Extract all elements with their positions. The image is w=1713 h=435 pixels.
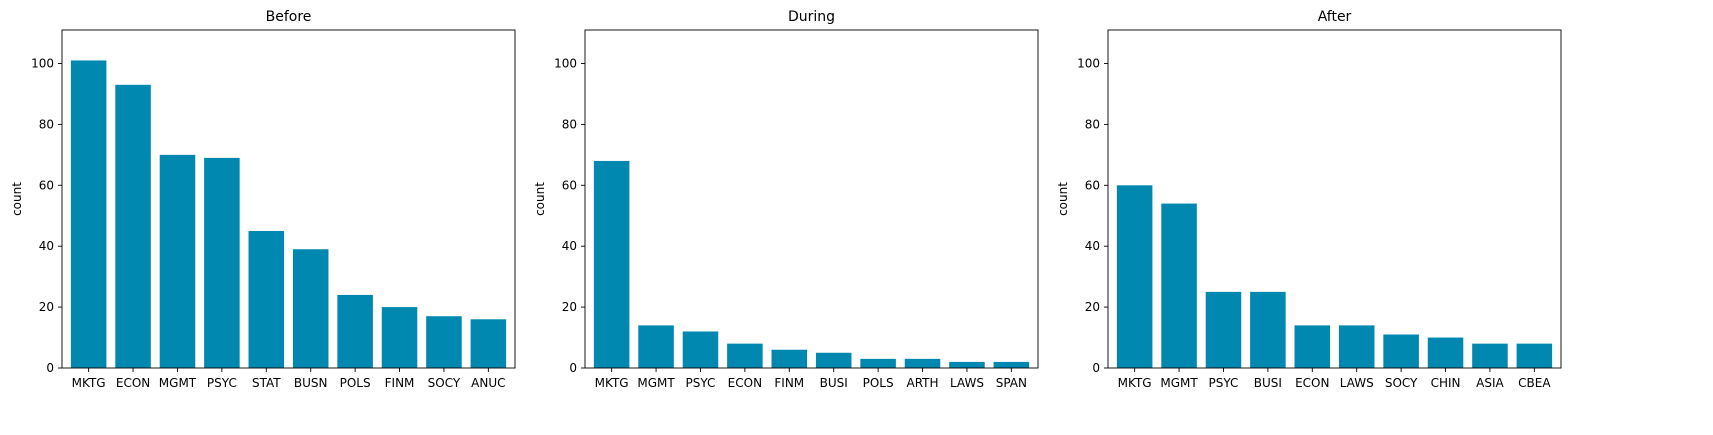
- after-xtick-label-socy: SOCY: [1385, 376, 1418, 390]
- after-ytick-label: 80: [1085, 117, 1100, 131]
- before-xtick-label-mktg: MKTG: [72, 376, 106, 390]
- before-xtick-label-socy: SOCY: [428, 376, 461, 390]
- before-xtick-label-finm: FINM: [385, 376, 415, 390]
- before-bar-pols: [337, 294, 373, 368]
- before-xtick-label-anuc: ANUC: [471, 376, 505, 390]
- before-bar-busn: [292, 249, 329, 368]
- after-bar-asia: [1472, 343, 1508, 368]
- before-ytick-label: 100: [31, 56, 54, 70]
- after-ytick-label: 60: [1085, 178, 1100, 192]
- during-bar-psyc: [682, 331, 719, 368]
- before-bar-econ: [115, 84, 151, 368]
- during-xtick-label-finm: FINM: [774, 376, 804, 390]
- after-xtick-label-chin: CHIN: [1431, 376, 1461, 390]
- during-ytick-label: 80: [562, 117, 577, 131]
- during-bar-mktg: [593, 160, 630, 368]
- before-ytick-label: 40: [39, 239, 54, 253]
- before-title: Before: [266, 9, 312, 25]
- before-ytick-label: 60: [39, 178, 54, 192]
- during-bar-span: [993, 361, 1030, 368]
- after-axes-frame: [1107, 29, 1562, 369]
- before-ytick-label: 80: [39, 117, 54, 131]
- after-xtick-label-mgmt: MGMT: [1160, 376, 1198, 390]
- during-bar-econ: [727, 343, 763, 368]
- during-bar-finm: [771, 349, 808, 368]
- during-xtick-label-laws: LAWS: [950, 376, 984, 390]
- after-xtick-label-cbea: CBEA: [1518, 376, 1551, 390]
- during-bar-laws: [949, 361, 985, 368]
- during-axes-frame: [584, 29, 1039, 369]
- during-bar-pols: [860, 358, 896, 368]
- during-bar-arth: [904, 358, 941, 368]
- during-bar-busi: [815, 352, 852, 368]
- before-bar-psyc: [204, 157, 240, 368]
- before-ylabel: count: [10, 182, 24, 216]
- after-bar-econ: [1294, 325, 1331, 368]
- after-bar-cbea: [1516, 343, 1553, 368]
- after-ytick-label: 100: [1077, 56, 1100, 70]
- before-axes-frame: [61, 29, 516, 369]
- panel-after: 0 20 40 60 80 100 MKTG MGMT PSYC BUSI ECON LAWS SOCY…: [1056, 9, 1562, 390]
- before-xtick-label-mgmt: MGMT: [159, 376, 197, 390]
- before-xtick-label-stat: STAT: [252, 376, 281, 390]
- during-xtick-label-arth: ARTH: [907, 376, 939, 390]
- before-bar-stat: [248, 230, 285, 368]
- after-bar-psyc: [1205, 291, 1242, 368]
- after-ytick-label: 20: [1085, 300, 1100, 314]
- after-bar-chin: [1427, 337, 1464, 368]
- after-xtick-label-mktg: MKTG: [1118, 376, 1152, 390]
- during-ylabel: count: [533, 182, 547, 216]
- after-xtick-label-busi: BUSI: [1254, 376, 1282, 390]
- after-title: After: [1318, 9, 1352, 25]
- before-xtick-label-econ: ECON: [116, 376, 150, 390]
- before-bar-finm: [381, 307, 418, 368]
- after-xtick-label-psyc: PSYC: [1209, 376, 1239, 390]
- before-xtick-label-psyc: PSYC: [207, 376, 237, 390]
- during-ytick-label: 0: [569, 361, 577, 375]
- after-xtick-label-asia: ASIA: [1476, 376, 1504, 390]
- before-ytick-label: 20: [39, 300, 54, 314]
- during-xtick-label-econ: ECON: [728, 376, 762, 390]
- during-xtick-label-mktg: MKTG: [595, 376, 629, 390]
- before-xtick-label-pols: POLS: [340, 376, 371, 390]
- before-bar-anuc: [470, 319, 507, 368]
- during-ytick-label: 60: [562, 178, 577, 192]
- after-bar-busi: [1250, 291, 1286, 368]
- during-title: During: [788, 9, 835, 25]
- during-xtick-label-mgmt: MGMT: [637, 376, 675, 390]
- after-xtick-label-econ: ECON: [1295, 376, 1329, 390]
- after-bar-socy: [1383, 334, 1419, 368]
- during-xtick-label-psyc: PSYC: [686, 376, 716, 390]
- during-xtick-label-busi: BUSI: [820, 376, 848, 390]
- before-xtick-label-busn: BUSN: [294, 376, 328, 390]
- during-xtick-label-pols: POLS: [863, 376, 894, 390]
- during-xtick-label-span: SPAN: [996, 376, 1027, 390]
- before-bar-socy: [426, 316, 462, 368]
- after-xtick-label-laws: LAWS: [1340, 376, 1374, 390]
- during-ytick-label: 40: [562, 239, 577, 253]
- during-bar-mgmt: [638, 325, 674, 368]
- during-ytick-label: 100: [554, 56, 577, 70]
- before-bar-mgmt: [159, 154, 196, 368]
- before-ytick-label: 0: [46, 361, 54, 375]
- after-bar-mgmt: [1161, 203, 1197, 368]
- panel-before: 0 20 40 60 80 100 MKTG ECON MGMT PSYC STAT BUSN POLS…: [10, 9, 516, 390]
- after-bar-laws: [1338, 325, 1375, 368]
- after-ytick-label: 40: [1085, 239, 1100, 253]
- after-ytick-label: 0: [1092, 361, 1100, 375]
- after-bar-mktg: [1116, 185, 1153, 368]
- during-ytick-label: 20: [562, 300, 577, 314]
- after-ylabel: count: [1056, 182, 1070, 216]
- panel-during: 0 20 40 60 80 100 MKTG MGMT PSYC ECON FINM BUSI POLS…: [533, 9, 1039, 390]
- before-bar-mktg: [70, 60, 107, 368]
